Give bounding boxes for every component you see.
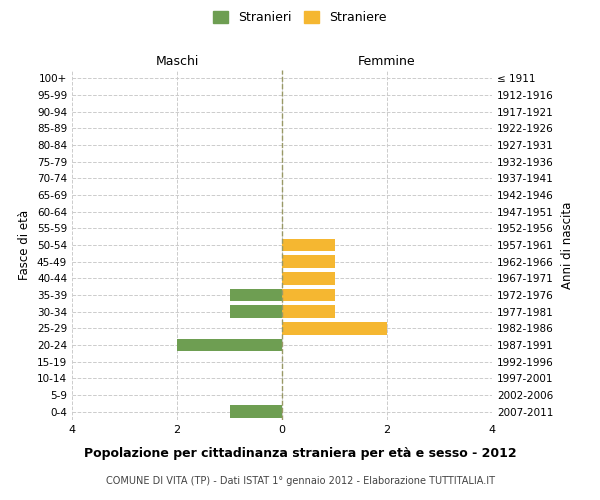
- Bar: [229, 306, 282, 318]
- Bar: [282, 272, 335, 284]
- Y-axis label: Fasce di età: Fasce di età: [19, 210, 31, 280]
- Bar: [282, 306, 335, 318]
- Legend: Stranieri, Straniere: Stranieri, Straniere: [208, 6, 392, 29]
- Bar: [282, 289, 335, 301]
- Y-axis label: Anni di nascita: Anni di nascita: [560, 202, 574, 288]
- Bar: [282, 322, 387, 334]
- Bar: [229, 289, 282, 301]
- Bar: [229, 406, 282, 418]
- Text: Femmine: Femmine: [358, 54, 416, 68]
- Bar: [282, 256, 335, 268]
- Text: COMUNE DI VITA (TP) - Dati ISTAT 1° gennaio 2012 - Elaborazione TUTTITALIA.IT: COMUNE DI VITA (TP) - Dati ISTAT 1° genn…: [106, 476, 494, 486]
- Text: Maschi: Maschi: [155, 54, 199, 68]
- Bar: [282, 239, 335, 251]
- Bar: [177, 339, 282, 351]
- Text: Popolazione per cittadinanza straniera per età e sesso - 2012: Popolazione per cittadinanza straniera p…: [83, 448, 517, 460]
